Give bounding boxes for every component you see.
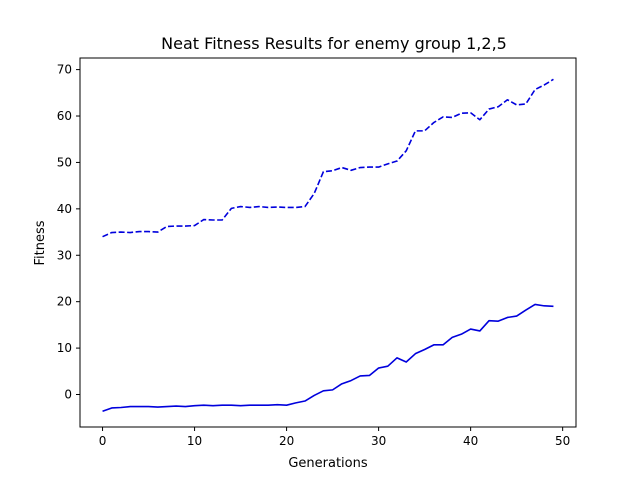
chart-title: Neat Fitness Results for enemy group 1,2…: [161, 34, 507, 53]
x-tick-label: 50: [555, 434, 570, 448]
y-tick-label: 60: [57, 109, 72, 123]
x-tick-label: 0: [99, 434, 107, 448]
plot-frame: [79, 57, 577, 428]
y-tick-label: 0: [64, 388, 72, 402]
series-line-dashed: [102, 78, 554, 238]
x-tick-label: 30: [371, 434, 386, 448]
x-tick-label: 20: [279, 434, 294, 448]
series-line-solid: [102, 303, 554, 412]
y-tick-label: 40: [57, 202, 72, 216]
x-tick-label: 40: [463, 434, 478, 448]
y-tick-label: 70: [57, 63, 72, 77]
y-axis-label: Fitness: [33, 220, 48, 265]
y-tick-label: 20: [57, 295, 72, 309]
y-tick-label: 50: [57, 155, 72, 169]
series-layer: [102, 78, 554, 412]
x-tick-label: 10: [187, 434, 202, 448]
axes-layer: 0 10 20 30 40 50 0 10 20 30 40 50 60 70: [57, 63, 571, 448]
x-axis-label: Generations: [288, 456, 368, 471]
y-tick-label: 10: [57, 341, 72, 355]
y-tick-label: 30: [57, 248, 72, 262]
